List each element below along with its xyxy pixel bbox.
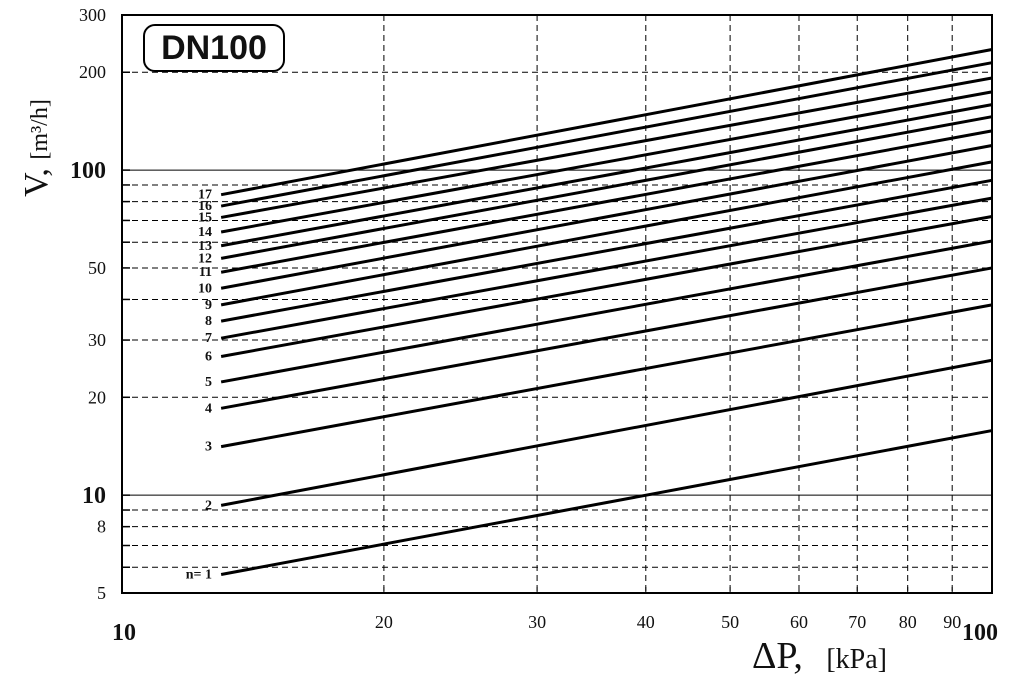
- series-label: 8: [205, 314, 212, 329]
- series-line: [220, 160, 993, 307]
- series-label: 12: [198, 251, 212, 266]
- series-label: 11: [199, 265, 212, 280]
- y-tick-label: 30: [88, 330, 106, 350]
- chart-title: DN100: [143, 24, 285, 72]
- series-line: [220, 196, 993, 340]
- x-axis-label: ΔP, [kPa]: [752, 634, 887, 678]
- series-line: [220, 214, 993, 358]
- series-line: [220, 90, 993, 234]
- plot-frame: [121, 14, 993, 594]
- series-label: 5: [205, 375, 212, 390]
- y-tick-label: 20: [88, 387, 106, 407]
- y-tick-label: 200: [79, 62, 106, 82]
- x-axis-symbol: ΔP,: [752, 635, 803, 677]
- series-line: [220, 303, 993, 449]
- series-line: [220, 129, 993, 274]
- y-tick-label: 5: [97, 583, 106, 603]
- series-label: 4: [205, 401, 212, 416]
- series-line: [220, 266, 993, 410]
- y-axis-label: V, [m³/h]: [18, 88, 58, 208]
- series-line: [220, 61, 993, 208]
- series-line: [220, 239, 993, 384]
- y-tick-label: 8: [97, 517, 106, 537]
- series-label: 16: [198, 199, 212, 214]
- x-tick-label: 90: [943, 612, 961, 632]
- x-tick-label: 20: [375, 612, 393, 632]
- series-label: n= 1: [186, 568, 212, 583]
- series-label: 13: [198, 239, 212, 254]
- series-label: 6: [205, 350, 212, 365]
- y-axis-unit: [m³/h]: [27, 99, 53, 160]
- y-tick-label: 10: [82, 483, 106, 509]
- series-line: [220, 76, 993, 219]
- x-tick-label: 80: [899, 612, 917, 632]
- series-label: 10: [198, 281, 212, 296]
- x-axis-unit: [kPa]: [826, 644, 888, 675]
- x-tick-label: 60: [790, 612, 808, 632]
- x-tick-label: 40: [637, 612, 655, 632]
- series-line: [220, 47, 993, 197]
- x-tick-label: 10: [112, 620, 136, 646]
- y-tick-label: 300: [79, 5, 106, 25]
- x-tick-label: 70: [848, 612, 866, 632]
- series-label: 9: [205, 298, 212, 313]
- series-label: 7: [205, 331, 212, 346]
- series-label: 14: [198, 225, 212, 240]
- series-line: [220, 103, 993, 248]
- x-tick-label: 30: [528, 612, 546, 632]
- series-label: 15: [198, 210, 212, 225]
- series-line: [220, 358, 993, 507]
- y-axis-symbol: V,: [18, 168, 55, 197]
- series-label: 2: [205, 498, 212, 513]
- series-label: 3: [205, 440, 212, 455]
- series-line: [220, 178, 993, 323]
- x-tick-label: 100: [962, 620, 998, 646]
- series-label: 17: [198, 188, 212, 203]
- series-line: [220, 144, 993, 290]
- series-line: [220, 115, 993, 260]
- grid: [122, 15, 992, 593]
- y-tick-label: 100: [70, 158, 106, 184]
- series-line: [220, 429, 993, 576]
- y-tick-label: 50: [88, 258, 106, 278]
- x-tick-label: 50: [721, 612, 739, 632]
